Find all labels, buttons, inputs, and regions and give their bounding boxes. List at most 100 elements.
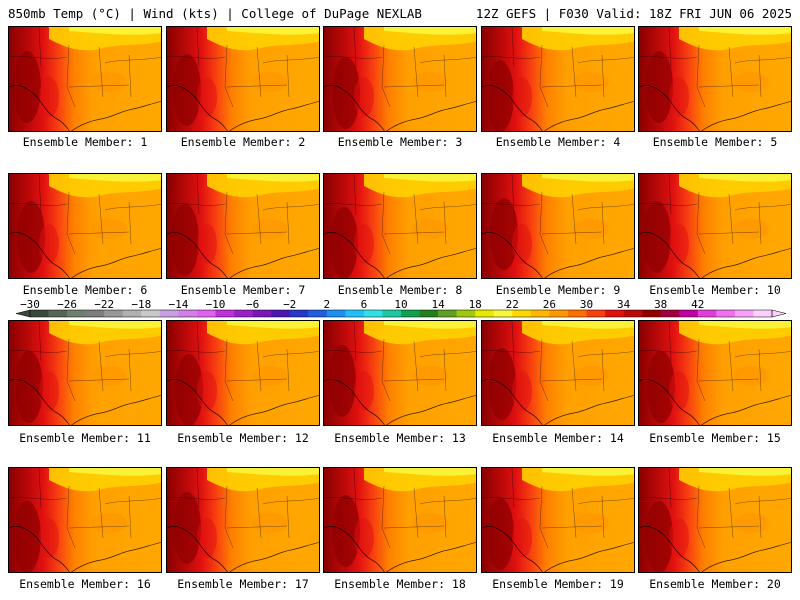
colorbar-swatch [401, 310, 420, 317]
ensemble-panel [8, 173, 162, 279]
colorbar-swatch [104, 310, 124, 317]
colorbar-swatch [85, 310, 105, 317]
colorbar-swatch [419, 310, 439, 317]
colorbar-tick-label: 38 [654, 298, 668, 311]
ensemble-member-label: Ensemble Member: 1 [22, 135, 148, 149]
model-run-info: 12Z GEFS | F030 Valid: 18Z FRI JUN 06 20… [475, 6, 792, 21]
temperature-colorbar [15, 309, 787, 318]
colorbar-tick-label: 30 [579, 298, 594, 311]
colorbar-tick-label: 22 [505, 298, 519, 311]
ensemble-member-label: Ensemble Member: 12 [177, 431, 309, 445]
ensemble-member-label: Ensemble Member: 10 [649, 283, 781, 297]
colorbar-min-arrow [15, 309, 31, 318]
colorbar-tick-label: 18 [468, 298, 482, 311]
colorbar-tick-label: −18 [131, 298, 152, 311]
ensemble-member-label: Ensemble Member: 16 [19, 577, 151, 591]
ensemble-panel [638, 26, 792, 132]
colorbar-swatch [363, 310, 383, 317]
colorbar-swatch [48, 310, 68, 317]
ensemble-member-label: Ensemble Member: 2 [180, 135, 306, 149]
ensemble-member-label: Ensemble Member: 13 [334, 431, 466, 445]
colorbar-tick-label: 34 [616, 298, 631, 311]
colorbar-swatch [30, 310, 49, 317]
colorbar-swatch [159, 310, 179, 317]
ensemble-panel [166, 467, 320, 573]
colorbar-tick-label: −30 [20, 298, 40, 311]
ensemble-panel [481, 173, 635, 279]
colorbar-swatch [382, 310, 402, 317]
colorbar-swatch [234, 310, 253, 317]
colorbar-swatch [660, 310, 680, 317]
colorbar-tick-label: −26 [57, 298, 78, 311]
ensemble-panel [481, 467, 635, 573]
map-title: 850mb Temp (°C) | Wind (kts) | College o… [8, 6, 422, 21]
ensemble-panel [8, 320, 162, 426]
ensemble-panel [323, 26, 477, 132]
ensemble-panel [166, 173, 320, 279]
colorbar-tick-label: 42 [691, 298, 705, 311]
colorbar-swatch [178, 310, 198, 317]
ensemble-member-label: Ensemble Member: 5 [652, 135, 778, 149]
colorbar-tick-label: 6 [360, 298, 368, 311]
colorbar-swatch [141, 310, 161, 317]
colorbar-swatch [326, 310, 346, 317]
colorbar-swatch [567, 310, 587, 317]
ensemble-member-label: Ensemble Member: 6 [22, 283, 148, 297]
colorbar-swatch [196, 310, 216, 317]
ensemble-panel [323, 173, 477, 279]
ensemble-panel [638, 467, 792, 573]
colorbar-swatch [530, 310, 550, 317]
ensemble-panel [166, 26, 320, 132]
ensemble-member-label: Ensemble Member: 4 [495, 135, 621, 149]
colorbar-tick-label: 10 [394, 298, 408, 311]
ensemble-member-label: Ensemble Member: 7 [180, 283, 306, 297]
colorbar-tick-label: −22 [94, 298, 115, 311]
ensemble-panel [166, 320, 320, 426]
colorbar-swatch [586, 310, 606, 317]
ensemble-member-label: Ensemble Member: 14 [492, 431, 624, 445]
ensemble-panel [8, 467, 162, 573]
ensemble-member-label: Ensemble Member: 9 [495, 283, 621, 297]
colorbar-swatch [271, 310, 290, 317]
colorbar-tick-label: 14 [431, 298, 445, 311]
colorbar-swatch [308, 310, 328, 317]
ensemble-panel [323, 320, 477, 426]
colorbar-max-arrow [771, 309, 787, 318]
ensemble-member-label: Ensemble Member: 19 [492, 577, 624, 591]
colorbar-tick-label: 2 [323, 298, 331, 311]
ensemble-member-label: Ensemble Member: 17 [177, 577, 309, 591]
colorbar-swatch [642, 310, 661, 317]
colorbar-tick-label: −10 [205, 298, 226, 311]
ensemble-panel [323, 467, 477, 573]
colorbar-tick-label: −2 [283, 298, 297, 311]
ensemble-panel [481, 320, 635, 426]
colorbar-swatch [549, 310, 569, 317]
colorbar-swatch [753, 310, 773, 317]
colorbar-swatch [697, 310, 717, 317]
colorbar-swatch [456, 310, 476, 317]
ensemble-member-label: Ensemble Member: 11 [19, 431, 151, 445]
colorbar-swatch [623, 310, 643, 317]
colorbar-tick-label: 26 [542, 298, 557, 311]
colorbar-swatch [716, 310, 736, 317]
colorbar-swatch [67, 310, 86, 317]
colorbar-swatch [252, 310, 272, 317]
colorbar-swatch [493, 310, 513, 317]
ensemble-member-label: Ensemble Member: 18 [334, 577, 466, 591]
ensemble-panel [638, 173, 792, 279]
colorbar-swatch [438, 310, 457, 317]
colorbar-swatch [734, 310, 754, 317]
colorbar-swatch [345, 310, 365, 317]
ensemble-member-label: Ensemble Member: 8 [337, 283, 463, 297]
colorbar-swatch [512, 310, 532, 317]
ensemble-panel [481, 26, 635, 132]
ensemble-member-label: Ensemble Member: 20 [649, 577, 781, 591]
colorbar-swatch [475, 310, 495, 317]
colorbar-swatch [679, 310, 699, 317]
colorbar-swatch [122, 310, 142, 317]
colorbar-swatch [605, 310, 624, 317]
colorbar-tick-label: −14 [168, 298, 189, 311]
ensemble-member-label: Ensemble Member: 3 [337, 135, 463, 149]
colorbar-swatch [215, 310, 235, 317]
ensemble-panel [638, 320, 792, 426]
